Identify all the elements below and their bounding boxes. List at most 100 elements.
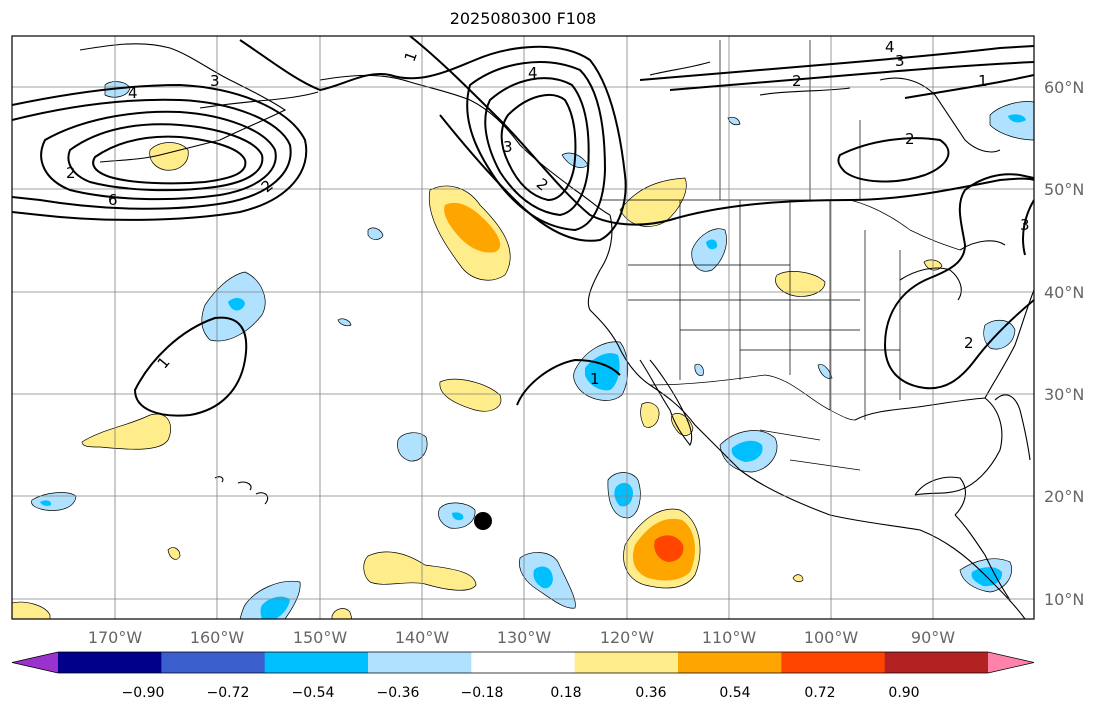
negative-anomaly-area [983, 319, 1016, 350]
lat-label: 50°N [1044, 180, 1084, 199]
positive-anomaly-area [331, 608, 353, 619]
contour-label: 1 [978, 72, 988, 90]
negative-anomaly-core [228, 298, 245, 311]
negative-anomaly-area [337, 318, 352, 327]
contour-line [40, 110, 277, 201]
contour-label: 6 [108, 191, 118, 209]
lat-label: 20°N [1044, 487, 1084, 506]
contour-line [92, 135, 247, 185]
contour-line [12, 83, 308, 221]
colorbar-extension-low [12, 652, 58, 673]
baja-california [639, 359, 693, 447]
colorbar-tick-labels: −0.90 −0.72 −0.54 −0.36 −0.18 0.18 0.36 … [122, 685, 920, 701]
positive-anomaly-area [167, 547, 181, 560]
positive-anomaly-area [640, 402, 660, 428]
lon-label: 110°W [702, 628, 757, 647]
negative-anomaly-area [727, 116, 741, 126]
positive-anomaly-area [439, 378, 502, 412]
negative-anomaly-core [706, 239, 718, 250]
colorbar-tick-label: −0.54 [292, 685, 335, 701]
colorbar-segment [678, 652, 782, 673]
negative-anomaly-core [614, 482, 633, 507]
lon-label: 160°W [190, 628, 245, 647]
lat-label: 30°N [1044, 385, 1084, 404]
negative-anomaly-area [817, 364, 833, 379]
us-mexico-border [649, 374, 856, 421]
colorbar-tick-label: 0.90 [888, 685, 919, 701]
hudson-bay [879, 77, 1001, 153]
negative-anomaly-area [31, 492, 77, 511]
colorbar-tick-label: 0.72 [804, 685, 835, 701]
positive-anomaly-area [619, 177, 687, 227]
contour-label: 4 [528, 64, 538, 82]
negative-anomaly-core [731, 440, 763, 462]
us-states [628, 200, 901, 420]
lat-label: 60°N [1044, 78, 1084, 97]
contour-label: 1 [590, 370, 600, 388]
contour-line [466, 61, 607, 232]
map-title: 2025080300 F108 [449, 9, 597, 28]
lon-label: 90°W [911, 628, 955, 647]
canada-islands [649, 61, 851, 96]
colorbar-tick-label: −0.36 [377, 685, 420, 701]
lon-label: 120°W [600, 628, 655, 647]
colorbar-tick-label: 0.36 [635, 685, 666, 701]
alaska-coastline [79, 43, 287, 163]
contour-label: 3 [503, 138, 513, 156]
yucatan [914, 476, 966, 516]
mexico-states [759, 429, 861, 471]
contour-line [67, 123, 264, 192]
contour-label: 2 [66, 164, 76, 182]
shaded-fields [12, 81, 1034, 619]
contour-line [883, 173, 1034, 390]
contour-line [484, 77, 590, 217]
colorbar-tick-label: −0.90 [122, 685, 165, 701]
positive-anomaly-area [792, 574, 804, 583]
contour-label: 3 [895, 52, 905, 70]
negative-anomaly-core [260, 596, 290, 619]
colorbar-segment [58, 652, 162, 673]
lat-label: 10°N [1044, 590, 1084, 609]
colorbar-tick-label: −0.72 [207, 685, 250, 701]
colorbar-segment [781, 652, 886, 673]
positive-anomaly-core [444, 202, 501, 253]
contour-line [639, 45, 1034, 81]
lon-label: 140°W [395, 628, 450, 647]
negative-anomaly-area [397, 432, 428, 462]
contour-label: 2 [792, 72, 802, 90]
negative-anomaly-core [452, 512, 464, 521]
latitude-labels: 60°N 50°N 40°N 30°N 20°N 10°N [1044, 78, 1084, 609]
contour-line [669, 61, 1034, 91]
lon-label: 100°W [804, 628, 859, 647]
map-frame [11, 35, 1035, 620]
contour-line [516, 358, 621, 406]
colorbar-segment [574, 652, 679, 673]
colorbar [11, 651, 1035, 674]
contour-label: 4 [128, 84, 138, 102]
lon-label: 150°W [293, 628, 348, 647]
positive-anomaly-area [81, 413, 172, 450]
colorbar-tick-label: −0.18 [461, 685, 504, 701]
contour-line [1022, 199, 1034, 256]
positive-anomaly-area [671, 413, 694, 436]
contour-label: 2 [964, 334, 974, 352]
positive-anomaly-peak [654, 535, 684, 562]
alaska-panhandle [319, 74, 611, 216]
florida [994, 394, 1031, 461]
location-marker [474, 512, 492, 530]
contour-line [904, 74, 1034, 99]
contour-line [837, 137, 950, 183]
contour-label: 3 [1020, 216, 1030, 234]
aleutian-islands [199, 91, 319, 109]
colorbar-segment [884, 652, 989, 673]
negative-anomaly-area [691, 228, 727, 272]
contour-line [500, 94, 577, 202]
contour-label: 3 [210, 72, 220, 90]
positive-anomaly-area [12, 601, 51, 619]
colorbar-extension-high [988, 652, 1034, 673]
negative-anomaly-core [40, 500, 52, 506]
positive-anomaly-area [149, 142, 189, 171]
lon-label: 130°W [497, 628, 552, 647]
contour-line [12, 98, 292, 210]
